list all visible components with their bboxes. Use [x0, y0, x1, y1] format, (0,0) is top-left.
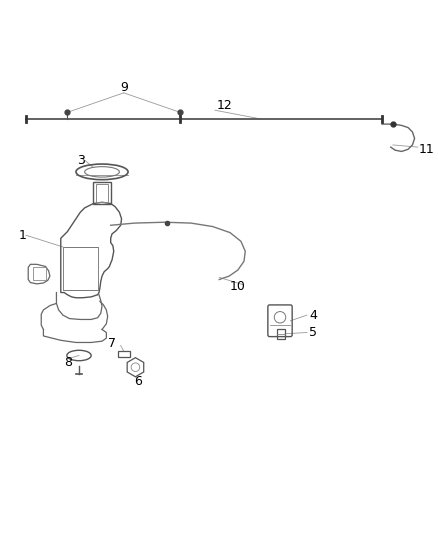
Text: 5: 5	[309, 326, 317, 339]
Text: 10: 10	[230, 280, 245, 293]
Text: 12: 12	[217, 99, 233, 112]
Text: 3: 3	[77, 154, 85, 167]
Bar	[277, 329, 285, 338]
Text: 9: 9	[120, 81, 127, 94]
Text: 1: 1	[18, 229, 26, 242]
Text: 6: 6	[134, 375, 142, 387]
Text: 8: 8	[64, 357, 73, 369]
Text: 11: 11	[419, 143, 434, 156]
Text: 4: 4	[309, 309, 317, 321]
Text: 7: 7	[108, 337, 117, 350]
